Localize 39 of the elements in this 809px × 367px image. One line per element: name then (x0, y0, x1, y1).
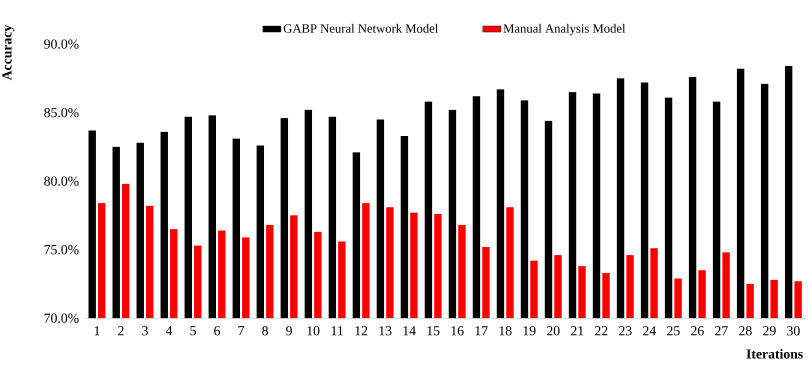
x-tick-label: 16 (452, 326, 464, 336)
legend-label: GABP Neural Network Model (284, 24, 438, 33)
y-tick-label: 75.0% (44, 244, 79, 254)
x-tick-label: 27 (715, 326, 728, 336)
x-tick-label: 30 (787, 326, 800, 336)
x-tick-label: 7 (238, 326, 244, 336)
x-tick-label: 12 (355, 326, 368, 336)
x-tick-label: 8 (262, 326, 268, 336)
x-tick-label: 29 (763, 326, 776, 336)
x-tick-label: 10 (307, 326, 320, 336)
x-tick-label: 24 (643, 326, 656, 336)
x-tick-label: 15 (428, 326, 440, 336)
x-tick-label: 6 (214, 326, 220, 336)
x-tick-label: 21 (570, 326, 584, 336)
x-tick-label: 19 (524, 326, 536, 336)
y-tick-label: 90.0% (44, 39, 79, 49)
y-tick-label: 80.0% (44, 176, 79, 186)
x-tick-label: 26 (691, 326, 704, 336)
x-tick-label: 18 (500, 326, 512, 336)
x-axis-title: Iterations (746, 348, 803, 359)
x-tick-label: 11 (332, 326, 343, 336)
x-tick-label: 5 (190, 326, 196, 336)
x-tick-label: 3 (142, 326, 148, 336)
y-tick-label: 70.0% (44, 313, 79, 323)
x-tick-label: 17 (476, 326, 488, 336)
y-axis-title: Accuracy (2, 24, 14, 80)
x-tick-label: 2 (118, 326, 124, 336)
x-tick-label: 14 (404, 326, 416, 336)
x-tick-label: 28 (739, 326, 752, 336)
x-tick-label: 9 (286, 326, 292, 336)
y-tick-label: 85.0% (44, 108, 79, 118)
x-tick-label: 13 (379, 326, 392, 336)
x-tick-label: 20 (546, 326, 560, 336)
x-tick-label: 25 (667, 326, 680, 336)
x-tick-label: 23 (619, 326, 632, 336)
x-tick-label: 22 (595, 326, 608, 336)
x-tick-label: 1 (94, 326, 100, 336)
legend-label: Manual Analysis Model (504, 24, 626, 36)
x-tick-label: 4 (166, 326, 172, 336)
